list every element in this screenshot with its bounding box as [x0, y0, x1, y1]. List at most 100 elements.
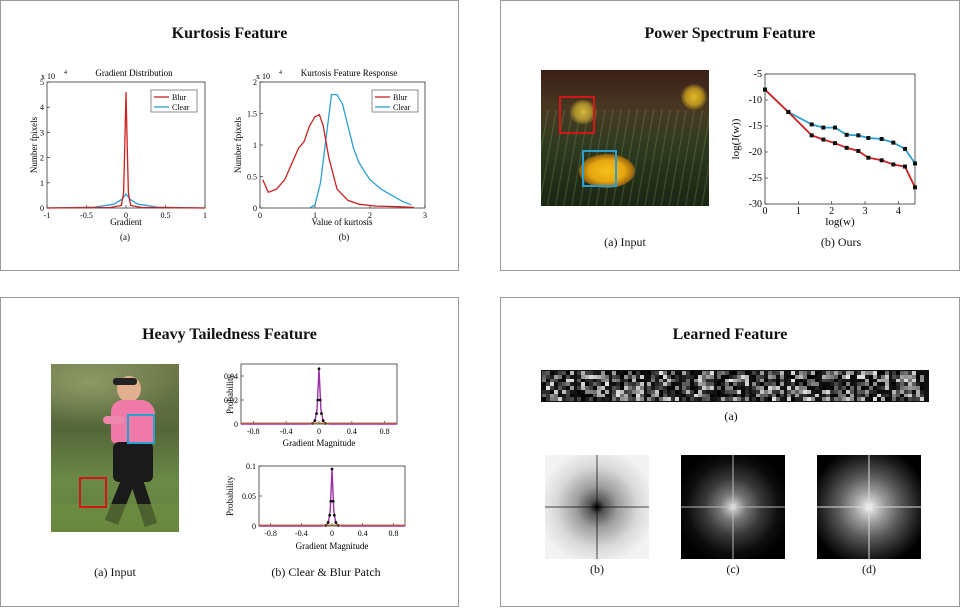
chart-b-legend-clear: Clear — [393, 103, 411, 112]
heavy-top-ylabel: Probability — [225, 374, 235, 414]
learned-filter-tile — [647, 371, 679, 401]
clear-patch-box — [582, 150, 617, 187]
heavy-tailedness-panel: Heavy Tailedness Feature (a) Input 0 0.02… — [0, 297, 459, 607]
power-marker — [879, 158, 884, 163]
heavy-bottom-xlabel: Gradient Magnitude — [296, 541, 369, 551]
learned-caption-a: (a) — [724, 409, 738, 423]
chart-a-scale: x 10 — [41, 72, 55, 81]
heavy-bottom-ytick-label: 0.1 — [246, 462, 256, 471]
heavy-bottom-xtick-label: 0.8 — [388, 529, 398, 538]
power-marker — [844, 132, 849, 137]
power-marker — [821, 137, 826, 142]
heavy-bottom-sample — [330, 467, 334, 471]
power-marker — [866, 155, 871, 160]
heavy-tailedness-title: Heavy Tailedness Feature — [142, 326, 317, 343]
heavy-top-ytick-label: 0.02 — [224, 396, 238, 405]
learned-filter-tile — [682, 371, 714, 401]
heavy-bottom-sample — [334, 521, 338, 524]
chart-b-xlabel: Value of kurtosis — [312, 217, 373, 227]
chart-b-xtick-label: 2 — [368, 211, 372, 220]
heavy-bottom-sample — [328, 513, 332, 517]
power-marker — [903, 146, 907, 151]
chart-a-ylabel: Number fpixels — [29, 116, 39, 173]
heavy-top-sample — [321, 419, 325, 422]
power-chart-series-clear — [764, 88, 916, 164]
power-caption-b: (b) Ours — [820, 235, 862, 249]
power-ytick-label: -15 — [749, 121, 762, 132]
heavy-bottom-xtick-label: 0.4 — [358, 529, 368, 538]
power-chart-xlabel: log(w) — [825, 216, 855, 228]
power-marker — [821, 125, 826, 130]
power-ytick-label: -25 — [749, 173, 762, 184]
heavy-bottom-distribution — [259, 468, 405, 527]
power-marker — [786, 109, 791, 114]
spectrum-image-b — [545, 455, 649, 559]
chart-a-legend-blur: Blur — [172, 93, 187, 102]
chart-b-title: Kurtosis Feature Response — [301, 68, 398, 78]
power-spectrum-title: Power Spectrum Feature — [644, 25, 816, 42]
heavy-bottom-sample — [326, 521, 330, 524]
learned-filter-tile — [612, 371, 644, 401]
power-chart-series-blur — [764, 88, 916, 188]
dandelion-photo — [541, 70, 709, 206]
chart-b-xtick-label: 1 — [313, 211, 317, 220]
power-marker — [913, 161, 917, 166]
chart-a-yticks: 0 1 2 3 4 5 — [40, 78, 50, 213]
power-marker — [891, 162, 896, 167]
chart-a-xtick-label: 0 — [124, 211, 128, 220]
power-ytick-label: -10 — [749, 95, 762, 106]
power-ytick-label: -5 — [754, 69, 762, 80]
heavy-tailed-charts: 0 0.02 0.04 -0.8 -0.4 0 0.4 0.8 Gradient Magni… — [224, 363, 406, 551]
heavy-top-sample — [316, 398, 320, 402]
power-chart-yticks: -5 -10 -15 -20 -25 -30 — [749, 69, 768, 210]
heavy-top-xtick-label: 0.4 — [347, 427, 357, 436]
learned-filter-tile — [822, 371, 854, 401]
chart-a-xtick-label: -0.5 — [80, 211, 93, 220]
chart-b-ylabel: Number fpixels — [233, 116, 243, 173]
learned-feature-title: Learned Feature — [672, 326, 788, 343]
learned-filter-tile — [752, 371, 784, 401]
chart-a-title: Gradient Distribution — [95, 68, 173, 78]
learned-caption-b: (b) — [590, 562, 604, 576]
power-marker — [809, 133, 814, 138]
heavy-top-distribution — [241, 368, 397, 425]
chart-a-xtick-label: 0.5 — [161, 211, 171, 220]
power-marker — [833, 141, 837, 146]
power-xtick-label: 0 — [763, 206, 768, 217]
chart-a-clear-line — [46, 193, 206, 209]
power-xtick-label: 4 — [896, 206, 901, 217]
power-chart-markers-clear — [763, 87, 917, 166]
power-xtick-label: 2 — [829, 206, 834, 217]
learned-filter-tile — [892, 371, 924, 401]
heavy-top-sample — [315, 412, 318, 415]
power-marker — [763, 87, 767, 92]
chart-a-xtick-label: -1 — [44, 211, 51, 220]
spectrum-image-d — [817, 455, 921, 559]
heavy-caption-a: (a) Input — [94, 565, 136, 579]
power-spectrum-chart: -5 -10 -15 -20 -25 -30 0 1 2 3 4 log(w) log(J(w)) — [730, 69, 917, 228]
learned-filter-tile — [717, 371, 749, 401]
chart-a-exp: 4 — [64, 70, 67, 76]
power-marker — [856, 133, 861, 138]
heavy-bottom-xtick-label: -0.8 — [264, 529, 277, 538]
kurtosis-panel: Kurtosis Feature Gradient Distribution x… — [0, 0, 459, 271]
chart-b-ytick-label: 2 — [253, 78, 257, 87]
spectrum-image-c — [681, 455, 785, 559]
heavy-bottom-ylabel: Probability — [225, 476, 235, 516]
chart-a-ytick-label: 3 — [40, 128, 44, 137]
chart-b-ytick-label: 0.5 — [247, 173, 257, 182]
learned-filter-tile — [787, 371, 819, 401]
power-marker — [844, 145, 849, 150]
power-ytick-label: -30 — [749, 199, 762, 210]
heavy-top-sample — [318, 398, 322, 402]
power-xtick-label: 1 — [796, 206, 801, 217]
chart-a-ytick-label: 4 — [40, 103, 44, 112]
chart-a-ytick-label: 0 — [40, 204, 44, 213]
heavy-top-xtick-label: 0 — [317, 427, 321, 436]
heavy-top-sample — [313, 419, 317, 422]
chart-a-ytick-label: 1 — [40, 179, 44, 188]
learned-filter-tile — [857, 371, 889, 401]
heavy-caption-b: (b) Clear & Blur Patch — [271, 565, 381, 579]
chart-b-scale: x 10 — [256, 72, 270, 81]
heavy-top-sample — [317, 367, 321, 371]
